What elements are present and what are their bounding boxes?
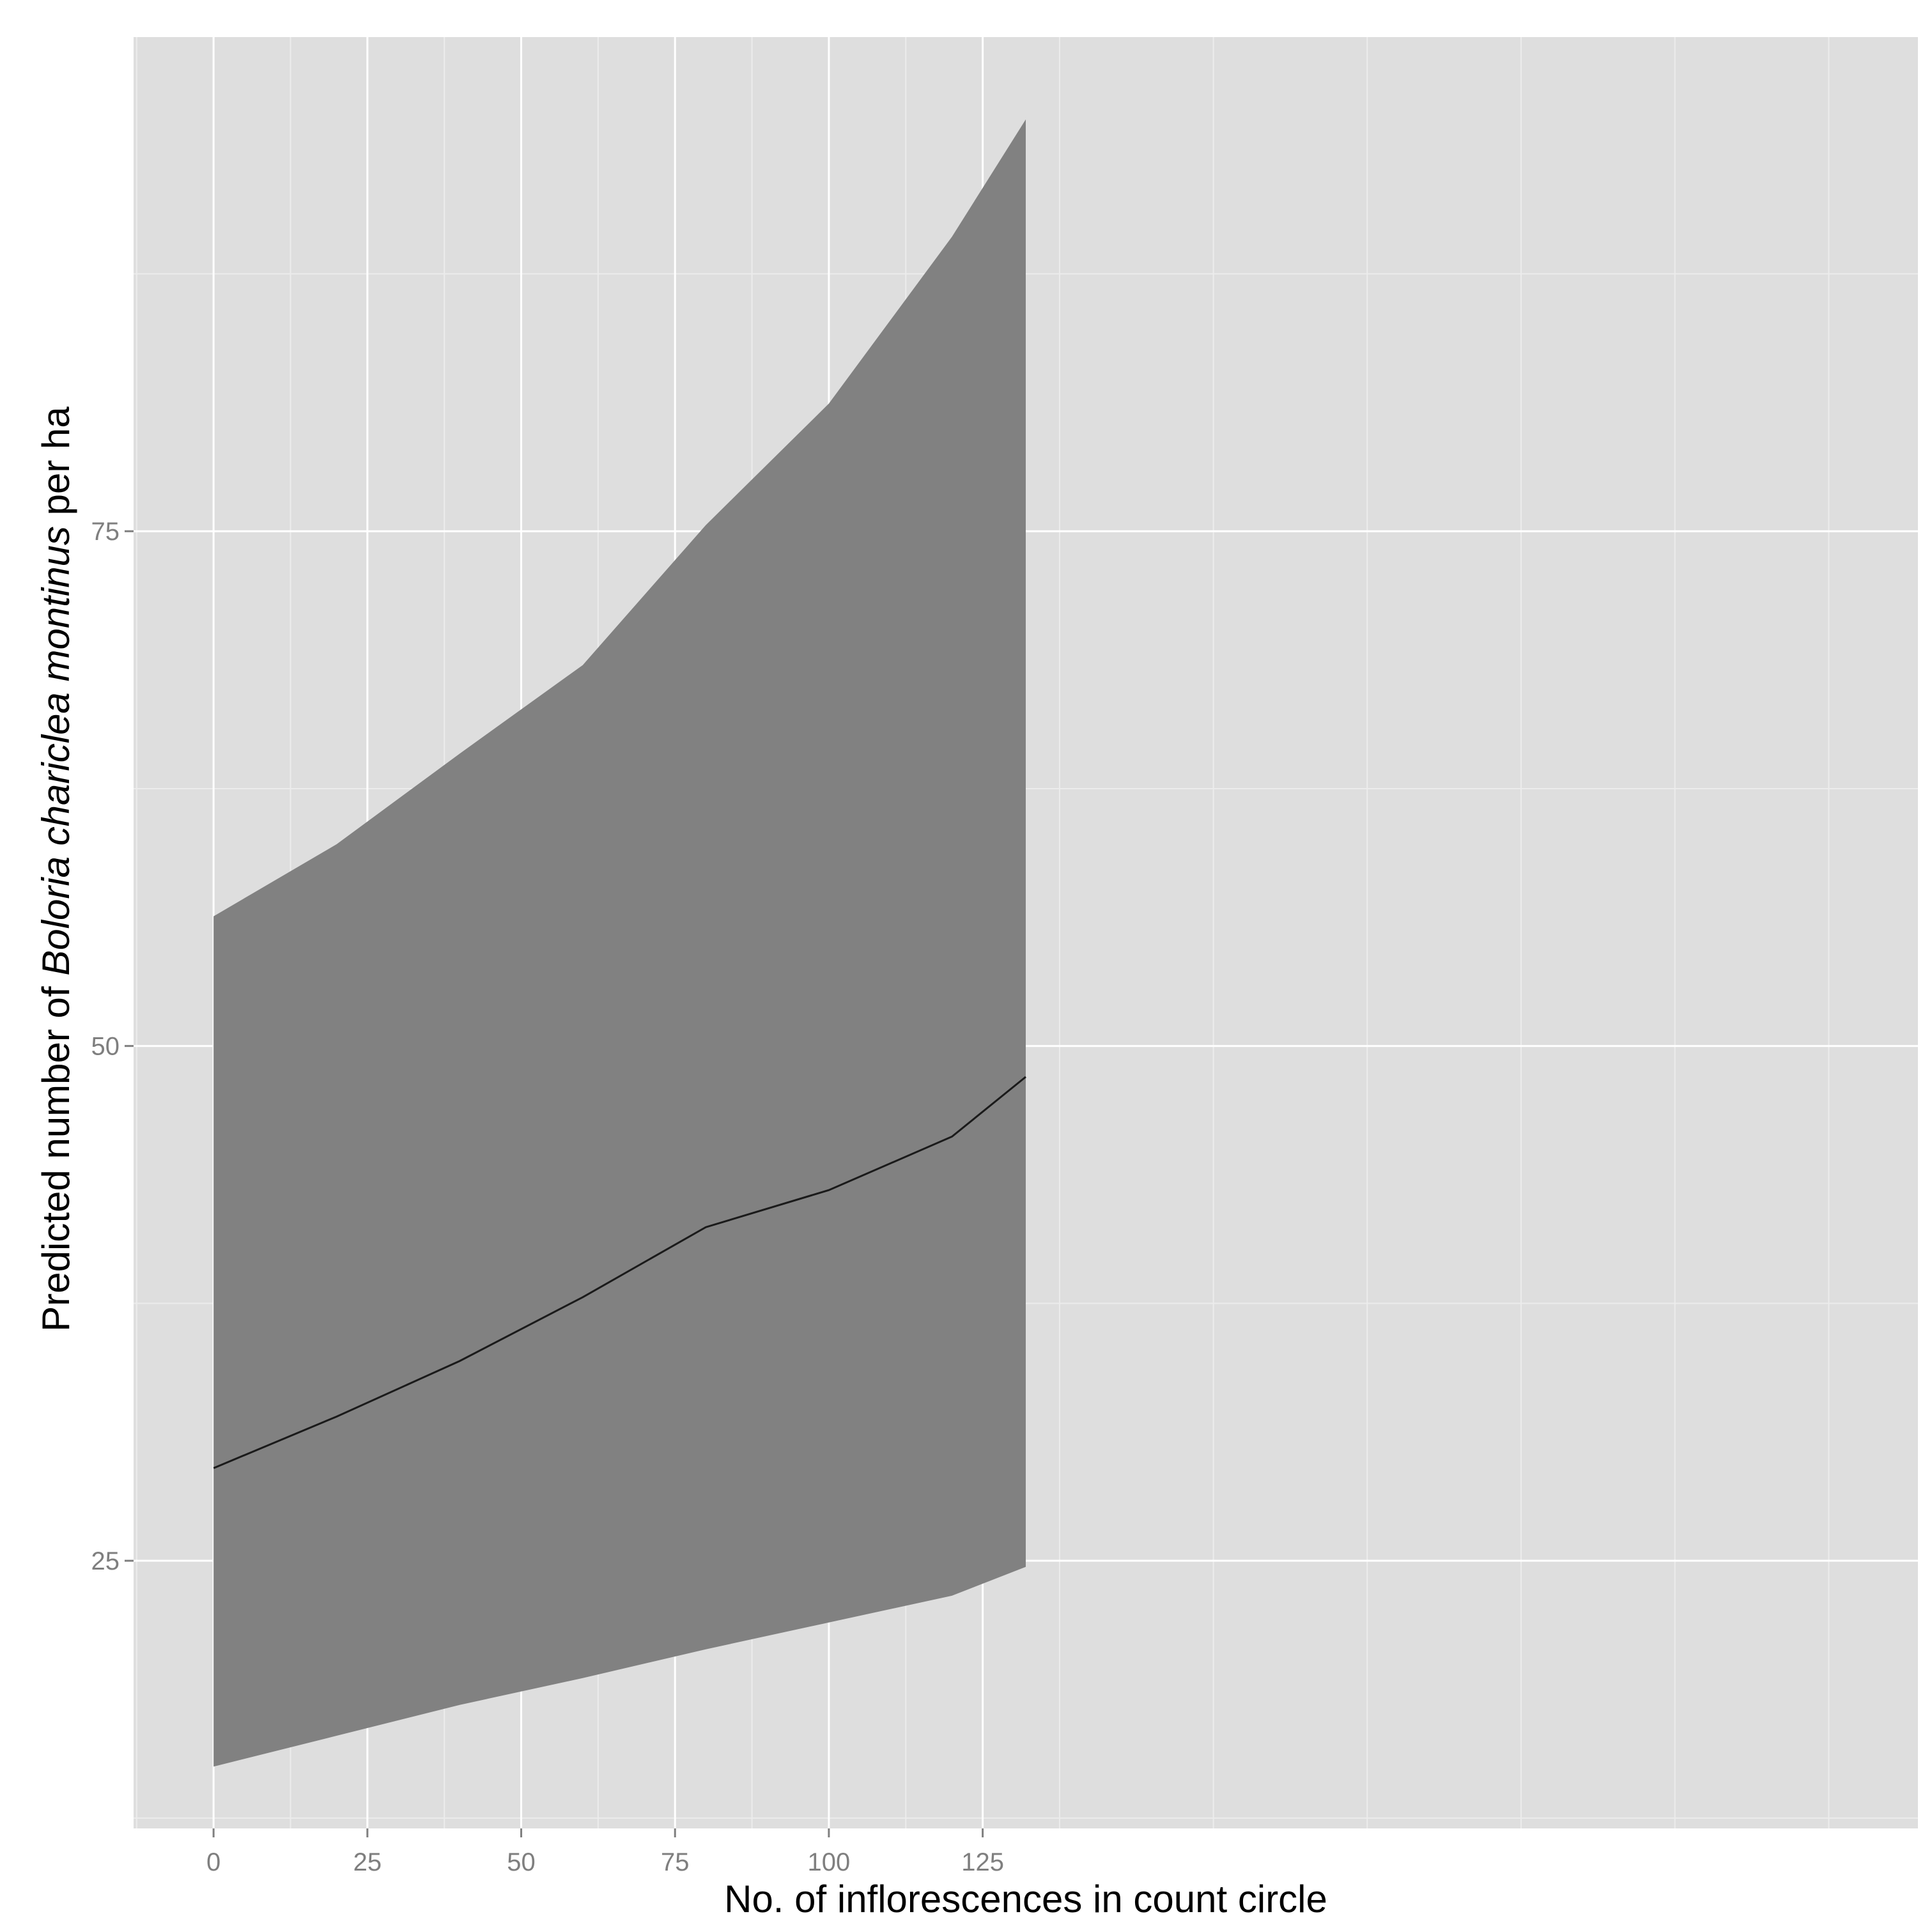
y-tick-label: 25 — [91, 1547, 120, 1575]
x-tick-label: 75 — [661, 1848, 690, 1876]
y-tick-label: 50 — [91, 1033, 120, 1061]
x-tick-label: 0 — [206, 1848, 220, 1876]
x-tick-label: 50 — [507, 1848, 536, 1876]
y-axis-title: Predicted number of Boloria chariclea mo… — [35, 406, 77, 1332]
y-axis-title-suffix: per ha — [35, 406, 77, 526]
axis-ticks — [125, 530, 984, 1837]
y-axis-title-italic: Boloria chariclea montinus — [35, 526, 77, 976]
x-tick-label: 100 — [808, 1848, 851, 1876]
x-tick-label: 25 — [353, 1848, 382, 1876]
x-tick-label: 125 — [961, 1848, 1004, 1876]
y-tick-labels: 25 50 75 — [91, 518, 120, 1575]
x-tick-labels: 0 25 50 75 100 125 — [206, 1848, 1004, 1876]
fit-line — [213, 1076, 1026, 1469]
confidence-ribbon — [213, 119, 1026, 1767]
y-axis-title-prefix: Predicted number of — [35, 976, 77, 1332]
y-tick-label: 75 — [91, 518, 120, 546]
x-axis-title: No. of inflorescences in count circle — [724, 1878, 1327, 1920]
